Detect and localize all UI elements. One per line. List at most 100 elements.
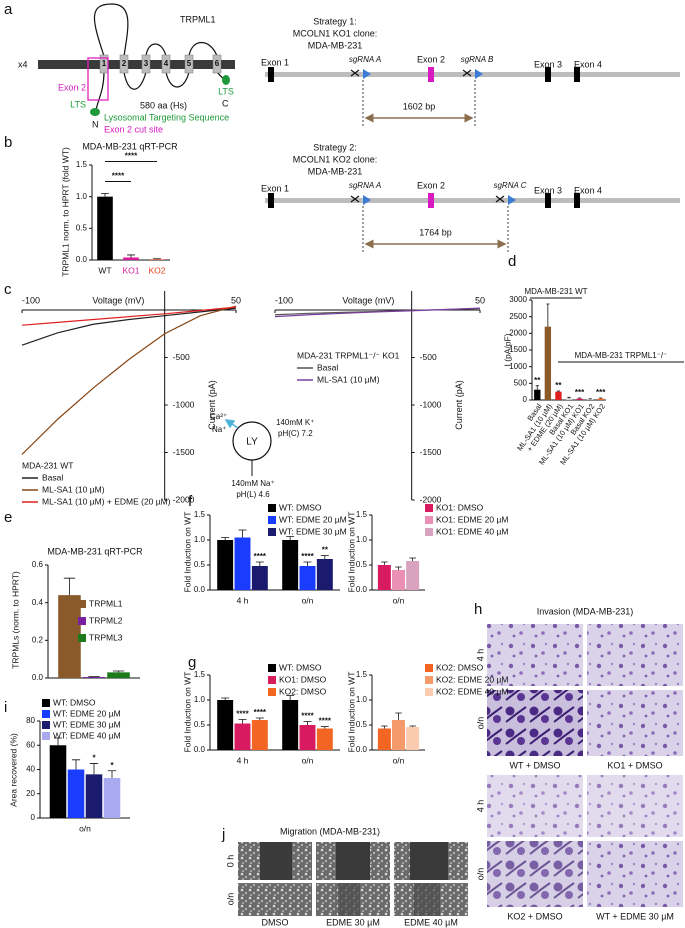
lts-label: LTS	[218, 86, 234, 96]
error-bar	[153, 258, 161, 260]
y-tick-label: 0.2	[32, 635, 44, 644]
y-tick-label: 0.0	[32, 673, 44, 682]
bar	[534, 389, 541, 400]
guide-marker	[508, 195, 516, 205]
bar	[282, 700, 299, 750]
guide-label: sgRNA C	[493, 181, 526, 190]
strategy-text: MDA-MB-231	[308, 166, 363, 176]
legend-swatch	[78, 634, 86, 642]
error-bar	[255, 717, 264, 720]
x-tick-label: 50	[231, 295, 241, 305]
copies: x4	[18, 59, 28, 69]
legend-swatch	[425, 676, 433, 684]
error-bar	[303, 721, 312, 725]
y-tick-label: -1000	[420, 399, 442, 409]
y-tick-label: 1.0	[76, 192, 88, 201]
membrane	[38, 60, 235, 69]
bar	[82, 677, 106, 678]
y-tick-label: 1.0	[356, 695, 368, 704]
legend-label: KO1: EDME 40 µM	[436, 526, 508, 536]
significance: **	[534, 376, 541, 385]
error-bar	[409, 725, 416, 727]
iv-curve	[21, 307, 237, 346]
micrograph	[587, 690, 683, 756]
x-tick-label: o/n	[302, 595, 314, 605]
legend-swatch	[268, 688, 276, 696]
image-caption: KO2 + DMSO	[507, 911, 562, 921]
legend-swatch	[42, 699, 50, 707]
helix-label: 3	[144, 59, 149, 68]
y-tick-label: 0.6	[32, 560, 44, 569]
significance: ****	[319, 717, 332, 726]
ion: Na⁺	[212, 425, 226, 434]
y-axis-label: TRPML1 norm. to HPRT (fold WT)	[60, 147, 70, 277]
lumen-condition: pH(L) 4.6	[236, 490, 270, 499]
panel-letter: h	[474, 601, 482, 618]
exon-label: Exon 2	[417, 180, 445, 190]
image-caption: KO1 + DMSO	[607, 760, 662, 770]
bar	[282, 540, 299, 590]
scissors	[495, 195, 505, 203]
bar	[565, 398, 573, 400]
bar	[406, 561, 420, 590]
panel-letter: e	[4, 509, 12, 526]
loop	[123, 41, 218, 90]
panel-letter: b	[4, 134, 12, 151]
legend-label: ML-SA1 (10 µM)	[42, 484, 105, 494]
row-label: o/n	[475, 868, 485, 881]
helix	[141, 54, 151, 74]
error-bar	[127, 254, 135, 258]
lumen-condition: 140mM Na⁺	[231, 479, 274, 488]
error-bar	[303, 561, 312, 566]
strategy-text: MDA-MB-231	[308, 40, 363, 50]
bar	[103, 777, 121, 818]
legend-label: WT: EDME 30 µM	[53, 719, 121, 729]
wound-gap	[336, 842, 370, 880]
x-tick-label: -100	[22, 295, 40, 305]
legend-title: MDA-231 WT	[22, 460, 73, 470]
error-bar	[255, 561, 264, 566]
error-bar	[63, 577, 76, 596]
exon-label: Exon 4	[574, 185, 602, 195]
y-tick-label: 1.5	[356, 670, 368, 679]
bar	[597, 398, 604, 400]
y-tick-label: 1000	[509, 362, 527, 371]
image-caption: WT + DMSO	[509, 760, 560, 770]
strategy-text: Strategy 2:	[313, 142, 357, 152]
y-tick-label: 60	[26, 740, 35, 749]
legend-label: WT: EDME 30 µM	[279, 526, 347, 536]
legend-swatch	[268, 516, 276, 524]
c-terminus: C	[222, 98, 229, 108]
panel-letter: f	[188, 493, 193, 510]
micrograph	[587, 775, 683, 837]
y-tick-label: 0.0	[356, 585, 368, 594]
error-bar	[381, 561, 388, 565]
cut-legend: Exon 2 cut site	[104, 124, 163, 134]
legend-label: ML-SA1 (10 µM)	[317, 374, 380, 384]
helix	[212, 54, 222, 74]
image-caption: DMSO	[262, 917, 289, 927]
significance: ****	[301, 552, 314, 561]
micrograph	[487, 775, 583, 837]
bar	[67, 769, 85, 818]
x-tick-label: 50	[475, 295, 485, 305]
error-bar	[556, 390, 561, 392]
cell-diagram: Ca²⁺ Na⁺ LY 140mM K⁺ pH(C) 7.2 140mM Na⁺…	[210, 412, 314, 499]
exon-label: Exon 3	[534, 185, 562, 195]
bar	[217, 540, 234, 590]
significance: ****	[254, 708, 267, 717]
y-axis-label: Area recovered (%)	[8, 733, 18, 807]
iv-curve	[21, 306, 237, 326]
lts-label: LTS	[70, 99, 86, 109]
exon-label: Exon 1	[261, 183, 289, 193]
micrograph	[238, 883, 312, 916]
y-axis-label: Fold Induction on WT	[346, 672, 356, 753]
ion: Ca²⁺	[210, 412, 227, 421]
bar	[316, 559, 333, 590]
y-tick-label: 0.0	[194, 745, 206, 754]
error-bar	[577, 397, 582, 399]
error-bar	[221, 697, 230, 700]
y-tick-label: 500	[514, 378, 528, 387]
wound-gap	[414, 883, 440, 916]
significance: ***	[596, 388, 606, 397]
